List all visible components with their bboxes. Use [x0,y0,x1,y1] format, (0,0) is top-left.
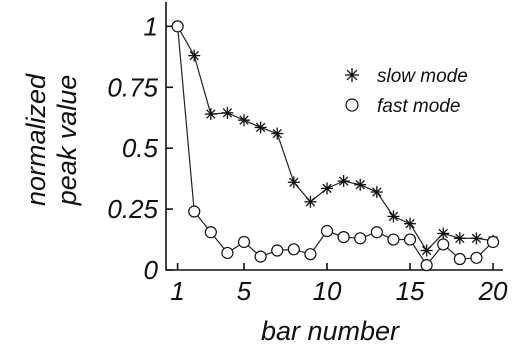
data-point-fast-mode [254,250,267,263]
data-point-fast-mode [387,233,400,246]
data-point-slow-mode [470,232,483,245]
legend-item-fast-mode: fast mode [345,96,460,117]
data-point-fast-mode [337,231,350,244]
x-tick-label: 1 [170,276,184,306]
y-tick-label: 0 [144,255,159,285]
legend: slow mode fast mode [345,66,468,117]
data-point-fast-mode [287,243,300,256]
axis-frame [165,2,503,271]
x-tick-label: 20 [478,276,508,306]
data-point-slow-mode [370,186,383,199]
x-tick-label: 15 [396,276,425,306]
data-point-fast-mode [304,248,317,261]
data-point-slow-mode [221,106,234,119]
y-tick-label: 0.75 [107,72,158,102]
data-point-slow-mode [337,175,350,188]
y-axis-title-line-2: peak value [52,75,82,207]
data-point-fast-mode [370,226,383,239]
data-point-fast-mode [271,244,284,257]
series-line-fast-mode [177,26,494,267]
series-layer [171,20,500,272]
data-point-slow-mode [420,244,433,257]
data-point-slow-mode [304,195,317,208]
y-tick-label: 0.5 [122,133,159,163]
data-point-slow-mode [354,178,367,191]
data-point-fast-mode [354,232,367,245]
series-slow-mode [171,20,500,257]
data-point-fast-mode [437,238,450,251]
series-fast-mode [171,20,500,272]
data-point-fast-mode [403,233,417,246]
x-tick-label: 10 [313,276,342,306]
y-axis-title-line-1: normalized [21,73,51,206]
x-axis-title: bar number [261,316,400,346]
data-point-slow-mode [404,217,417,230]
data-point-slow-mode [321,182,334,195]
data-point-fast-mode [171,20,184,33]
data-point-fast-mode [420,259,433,272]
legend-label-slow-mode: slow mode [377,66,468,87]
data-point-fast-mode [237,235,251,249]
legend-label-fast-mode: fast mode [377,96,460,117]
data-point-slow-mode [204,108,217,121]
y-tick-label: 1 [144,11,158,41]
data-point-slow-mode [188,49,201,62]
data-point-slow-mode [271,127,284,140]
legend-marker-circle-icon [345,98,359,112]
data-point-slow-mode [387,210,400,223]
data-point-slow-mode [238,114,251,127]
legend-item-slow-mode: slow mode [345,66,468,87]
data-point-fast-mode [453,252,466,266]
data-point-fast-mode [204,226,217,239]
y-tick-label: 0.25 [107,194,158,224]
x-tick-label: 5 [237,276,252,306]
data-point-slow-mode [254,121,267,134]
data-point-fast-mode [188,205,201,218]
data-point-slow-mode [287,176,300,189]
data-point-fast-mode [486,235,500,249]
legend-marker-star-icon [345,68,359,82]
data-point-slow-mode [437,227,450,240]
data-point-fast-mode [320,224,334,238]
series-line-slow-mode [177,26,494,252]
data-point-slow-mode [453,232,466,245]
y-axis-title: normalized peak value [21,73,82,206]
data-point-fast-mode [470,251,483,264]
data-point-fast-mode [221,246,234,260]
